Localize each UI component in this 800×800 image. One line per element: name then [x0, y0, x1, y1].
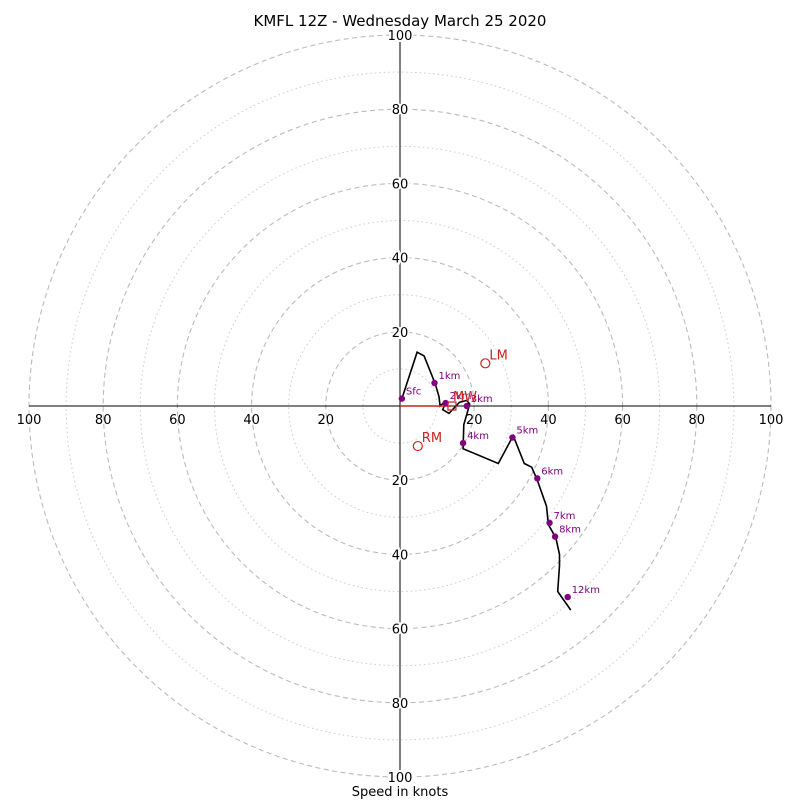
x-tick-label: 60 — [169, 413, 186, 428]
height-marker-label: 1km — [439, 371, 461, 382]
x-tick-label: 20 — [318, 413, 335, 428]
height-marker — [459, 439, 467, 447]
height-marker — [431, 379, 438, 387]
y-tick-label: 40 — [392, 252, 409, 267]
y-tick-label: 60 — [392, 623, 409, 638]
y-tick-label: 80 — [392, 103, 409, 118]
height-marker — [509, 434, 516, 441]
height-marker-label: 4km — [467, 431, 489, 442]
height-marker-label: 2km — [450, 391, 472, 402]
storm-motion: LM RM MW — [412, 348, 508, 452]
x-tick-label: 100 — [759, 413, 784, 428]
height-marker — [534, 475, 541, 482]
x-axis-label: Speed in knots — [352, 785, 449, 800]
x-tick-label: 80 — [689, 413, 706, 428]
y-tick-label: 100 — [388, 771, 413, 786]
y-tick-label: 100 — [388, 29, 413, 44]
storm-motion-marker — [480, 358, 491, 369]
chart-title: KMFL 12Z - Wednesday March 25 2020 — [254, 12, 547, 30]
y-tick-label: 40 — [392, 548, 409, 563]
height-marker-label: 12km — [572, 585, 600, 596]
y-tick-label: 60 — [392, 177, 409, 192]
height-marker — [551, 533, 559, 540]
height-marker-label: 5km — [516, 426, 538, 437]
height-markers: Sfc 1km 2km 3km 4km 5km 6km 7km 8km 12km — [398, 371, 600, 601]
tick-labels: 100 80 60 40 20 20 40 60 80 100 100 80 60 40 20 20 40 60 8… — [17, 27, 784, 788]
height-marker-label: 8km — [559, 525, 581, 536]
height-marker — [442, 399, 449, 407]
storm-motion-label: MW — [453, 390, 477, 405]
y-tick-label: 20 — [392, 474, 409, 489]
mean-wind-marker — [447, 401, 457, 411]
height-marker — [463, 402, 470, 410]
height-marker — [564, 593, 571, 601]
height-marker-label: 6km — [541, 466, 563, 477]
height-marker — [398, 395, 406, 402]
profile-line — [401, 351, 572, 611]
x-tick-label: 80 — [95, 413, 112, 428]
wind-profile — [400, 351, 572, 611]
y-tick-label: 20 — [392, 326, 409, 341]
storm-motion-marker — [412, 440, 423, 452]
x-tick-label: 60 — [614, 413, 631, 428]
height-marker-label: 7km — [554, 511, 576, 522]
storm-motion-label: RM — [422, 431, 442, 446]
y-tick-label: 80 — [392, 697, 409, 712]
height-marker-label: 3km — [471, 394, 493, 405]
height-marker — [546, 519, 553, 527]
height-marker-label: Sfc — [406, 387, 421, 398]
x-tick-label: 20 — [466, 413, 483, 428]
x-tick-label: 100 — [17, 413, 42, 428]
x-tick-label: 40 — [540, 413, 557, 428]
x-tick-label: 40 — [243, 413, 260, 428]
storm-motion-label: LM — [489, 348, 507, 363]
